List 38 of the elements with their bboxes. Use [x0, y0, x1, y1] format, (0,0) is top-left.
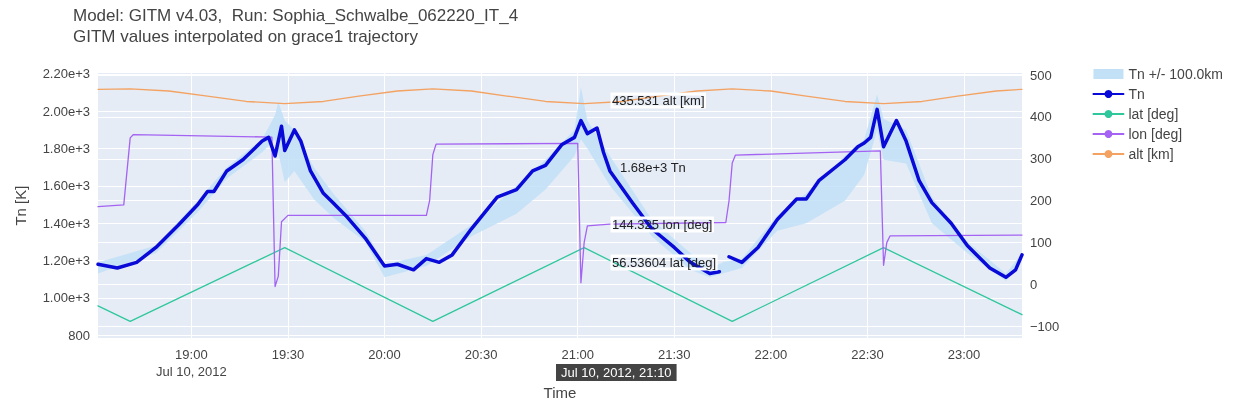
legend-label: lat [deg]: [1128, 106, 1179, 122]
y2-tick-label: −100: [1030, 318, 1060, 334]
y-tick-label: 800: [68, 327, 90, 343]
y2-tick-label: 0: [1030, 276, 1038, 292]
y-tick-label: 1.20e+3: [42, 252, 90, 268]
y-axis-title: Tn [K]: [12, 185, 29, 226]
x-tick-label: 19:00 Jul 10, 2012: [155, 347, 227, 380]
x-tick-label: 20:30: [464, 347, 498, 363]
x-tick-label: 19:30: [271, 347, 305, 363]
y2-tick-label: 100: [1030, 235, 1052, 251]
legend-label: alt [km]: [1128, 146, 1174, 162]
x-tick-label: 23:00: [947, 347, 981, 363]
x-tick-label: 22:30: [851, 347, 884, 363]
y-tick-label: 1.00e+3: [42, 290, 90, 306]
legend-label: Tn +/- 100.0km: [1128, 66, 1224, 82]
y-tick-label: 1.60e+3: [42, 178, 90, 194]
y-tick-label: 1.80e+3: [42, 141, 90, 157]
y2-tick-label: 500: [1030, 67, 1052, 83]
annotation: 1.68e+3 Tn: [619, 159, 686, 175]
line-series: [97, 133, 1023, 288]
chart-title: Model: GITM v4.03, Run: Sophia_Schwalbe_062220_IT_4: [73, 6, 519, 25]
x-tick-label: 22:00: [754, 347, 788, 363]
legend-label: Tn: [1128, 86, 1145, 102]
legend-label: lon [deg]: [1128, 126, 1183, 142]
y2-tick-label: 400: [1030, 109, 1052, 125]
y-tick-label: 1.40e+3: [42, 215, 90, 231]
chart-subtitle: GITM values interpolated on grace1 trajectory: [73, 27, 419, 46]
annotation: 435.531 alt [km]: [612, 93, 705, 108]
y2-tick-label: 300: [1030, 151, 1052, 167]
x-tick-label: 21:00: [561, 347, 594, 363]
x-tick-label: 21:30: [658, 347, 691, 363]
line-series: [97, 246, 1023, 322]
text: Jul 10, 2012, 21:10: [561, 365, 672, 380]
y-tick-label: 2.20e+3: [42, 66, 90, 82]
x-tick-label: 20:00: [368, 347, 401, 363]
x-axis-title: Time: [543, 384, 577, 401]
y2-tick-label: 200: [1030, 193, 1052, 209]
y-tick-label: 2.00e+3: [42, 103, 90, 119]
